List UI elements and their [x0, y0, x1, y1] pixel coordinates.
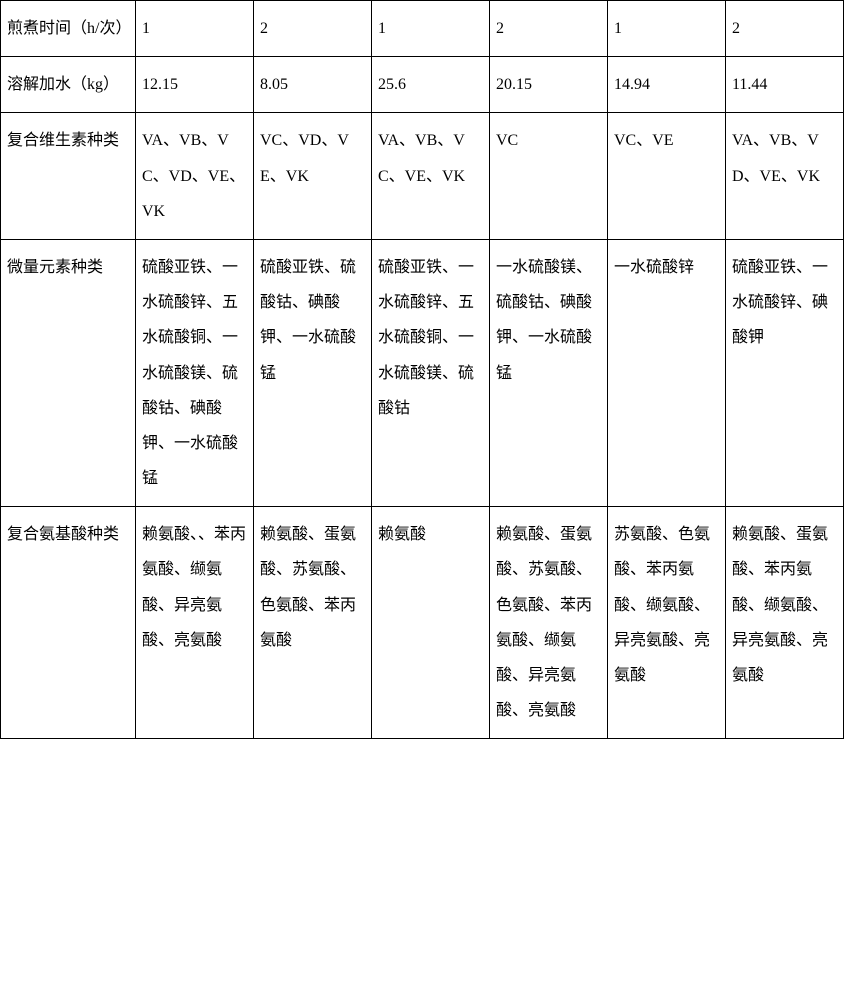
data-cell: VC、VD、VE、VK	[254, 113, 372, 240]
row-header-cell: 煎煮时间（h/次）	[1, 1, 136, 57]
data-cell: 1	[608, 1, 726, 57]
row-header-cell: 复合氨基酸种类	[1, 507, 136, 739]
data-cell: VA、VB、VD、VE、VK	[726, 113, 844, 240]
data-cell: 2	[254, 1, 372, 57]
row-header-cell: 复合维生素种类	[1, 113, 136, 240]
data-cell: VA、VB、VC、VE、VK	[372, 113, 490, 240]
data-cell: 一水硫酸锌	[608, 239, 726, 506]
data-cell: 赖氨酸、蛋氨酸、苏氨酸、色氨酸、苯丙氨酸	[254, 507, 372, 739]
data-cell: 25.6	[372, 57, 490, 113]
data-cell: 11.44	[726, 57, 844, 113]
data-cell: 20.15	[490, 57, 608, 113]
data-cell: 14.94	[608, 57, 726, 113]
data-cell: 硫酸亚铁、硫酸钴、碘酸钾、一水硫酸锰	[254, 239, 372, 506]
data-cell: 8.05	[254, 57, 372, 113]
table-row: 复合维生素种类 VA、VB、VC、VD、VE、VK VC、VD、VE、VK VA…	[1, 113, 844, 240]
data-cell: 赖氨酸、蛋氨酸、苯丙氨酸、缬氨酸、异亮氨酸、亮氨酸	[726, 507, 844, 739]
data-cell: VA、VB、VC、VD、VE、VK	[136, 113, 254, 240]
data-cell: 赖氨酸、蛋氨酸、苏氨酸、色氨酸、苯丙氨酸、缬氨酸、异亮氨酸、亮氨酸	[490, 507, 608, 739]
table-row: 微量元素种类 硫酸亚铁、一水硫酸锌、五水硫酸铜、一水硫酸镁、硫酸钴、碘酸钾、一水…	[1, 239, 844, 506]
data-cell: 硫酸亚铁、一水硫酸锌、五水硫酸铜、一水硫酸镁、硫酸钴、碘酸钾、一水硫酸锰	[136, 239, 254, 506]
data-cell: VC、VE	[608, 113, 726, 240]
data-table: 煎煮时间（h/次） 1 2 1 2 1 2 溶解加水（kg） 12.15 8.0…	[0, 0, 844, 739]
row-header-cell: 溶解加水（kg）	[1, 57, 136, 113]
data-cell: 赖氨酸	[372, 507, 490, 739]
data-cell: 一水硫酸镁、硫酸钴、碘酸钾、一水硫酸锰	[490, 239, 608, 506]
table-row: 复合氨基酸种类 赖氨酸、、苯丙氨酸、缬氨酸、异亮氨酸、亮氨酸 赖氨酸、蛋氨酸、苏…	[1, 507, 844, 739]
data-cell: 硫酸亚铁、一水硫酸锌、五水硫酸铜、一水硫酸镁、硫酸钴	[372, 239, 490, 506]
data-cell: VC	[490, 113, 608, 240]
table-body: 煎煮时间（h/次） 1 2 1 2 1 2 溶解加水（kg） 12.15 8.0…	[1, 1, 844, 739]
table-row: 煎煮时间（h/次） 1 2 1 2 1 2	[1, 1, 844, 57]
data-cell: 赖氨酸、、苯丙氨酸、缬氨酸、异亮氨酸、亮氨酸	[136, 507, 254, 739]
data-cell: 1	[136, 1, 254, 57]
data-cell: 硫酸亚铁、一水硫酸锌、碘酸钾	[726, 239, 844, 506]
table-row: 溶解加水（kg） 12.15 8.05 25.6 20.15 14.94 11.…	[1, 57, 844, 113]
data-cell: 1	[372, 1, 490, 57]
data-cell: 2	[490, 1, 608, 57]
data-cell: 12.15	[136, 57, 254, 113]
data-cell: 苏氨酸、色氨酸、苯丙氨酸、缬氨酸、异亮氨酸、亮氨酸	[608, 507, 726, 739]
row-header-cell: 微量元素种类	[1, 239, 136, 506]
data-cell: 2	[726, 1, 844, 57]
